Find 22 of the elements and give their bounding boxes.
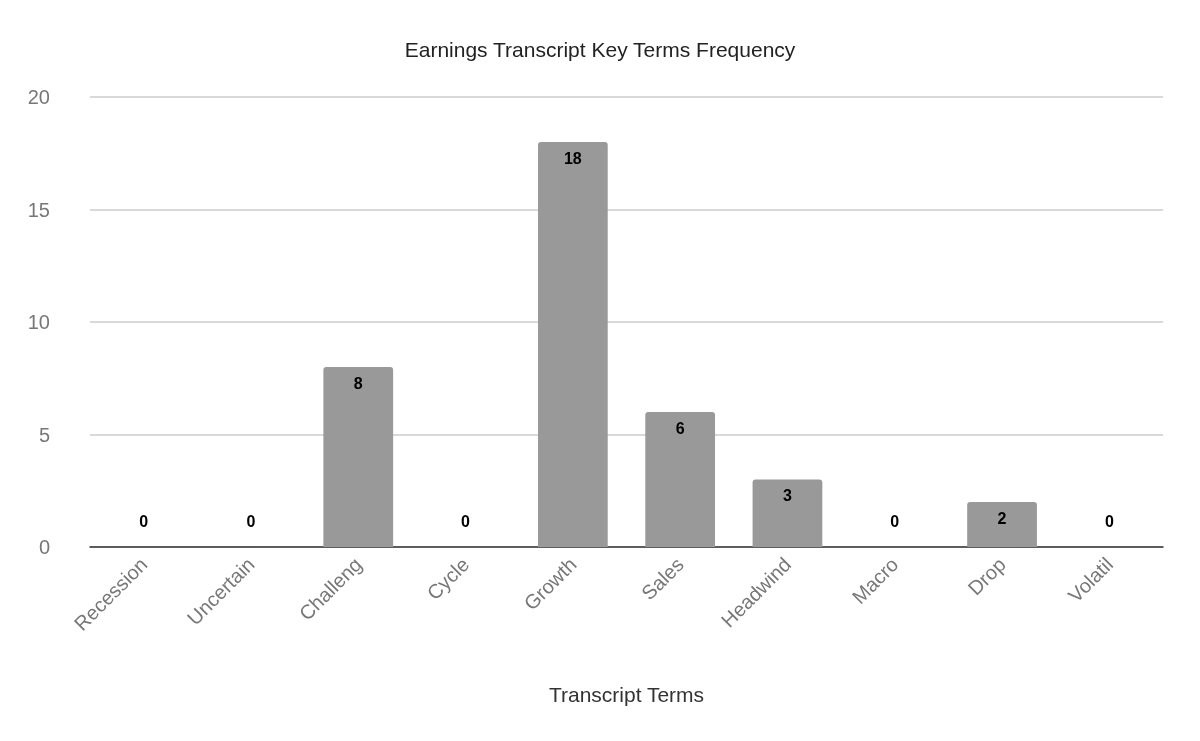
- data-label: 3: [783, 487, 792, 504]
- data-label: 0: [139, 512, 149, 530]
- y-tick-label: 15: [27, 198, 50, 221]
- data-label: 0: [890, 512, 900, 530]
- data-label: 0: [246, 512, 256, 530]
- data-label: 0: [461, 512, 471, 530]
- data-label: 8: [353, 374, 363, 392]
- bar: [752, 479, 823, 547]
- data-label: 0: [1104, 512, 1114, 530]
- data-label: 2: [997, 509, 1007, 527]
- bar: [323, 367, 394, 547]
- chart-title: Earnings Transcript Key Terms Frequency: [404, 38, 796, 61]
- x-axis-title: Transcript Terms: [548, 683, 705, 706]
- data-label: 18: [563, 149, 582, 167]
- y-tick-label: 5: [38, 423, 50, 446]
- data-label: 6: [675, 419, 685, 437]
- y-tick-label: 10: [27, 311, 50, 333]
- bar: [967, 502, 1037, 547]
- y-tick-label: 20: [27, 86, 50, 108]
- bar: [537, 142, 608, 547]
- bar: [645, 412, 716, 547]
- y-tick-label: 0: [38, 536, 50, 558]
